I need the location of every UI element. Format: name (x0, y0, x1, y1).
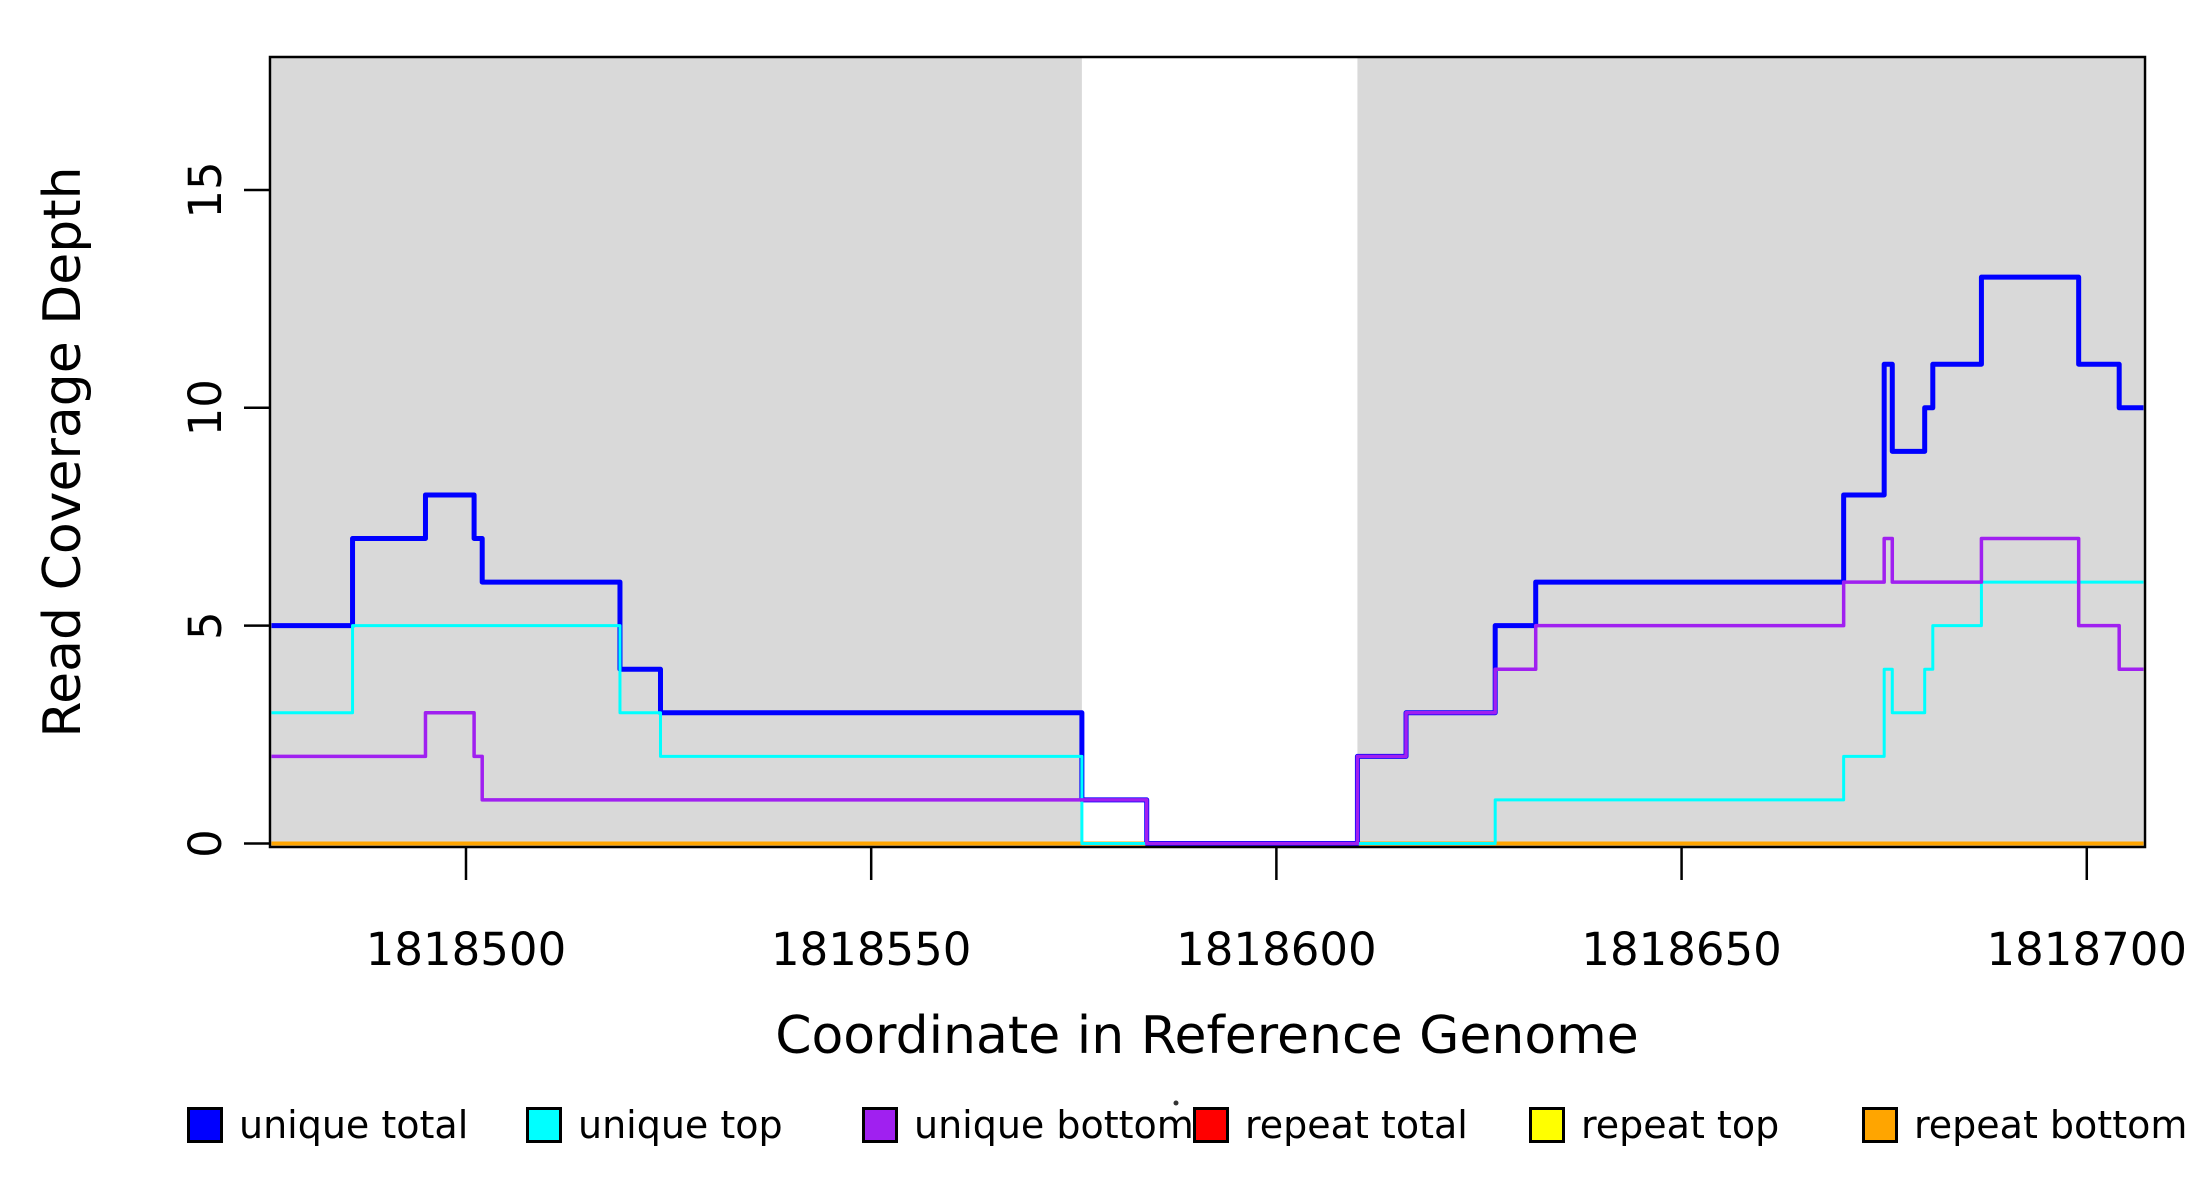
legend-label: repeat total (1245, 1103, 1468, 1147)
y-axis-title: Read Coverage Depth (33, 166, 93, 737)
legend-label: repeat top (1581, 1103, 1779, 1147)
shaded-band (1357, 58, 2144, 846)
legend: unique total unique top unique bottom re… (187, 1103, 2187, 1147)
legend-item-repeat-bottom: repeat bottom (1862, 1103, 2187, 1147)
series-lines (271, 274, 2144, 846)
x-axis-title: Coordinate in Reference Genome (775, 1006, 1639, 1066)
legend-label: repeat bottom (1914, 1103, 2187, 1147)
legend-swatch-repeat-bottom (1862, 1107, 1898, 1143)
y-axis: 0 5 10 15 (179, 161, 270, 858)
plot-border (268, 55, 2147, 849)
shaded-band (271, 58, 1082, 846)
legend-item-repeat-total: repeat total (1193, 1103, 1468, 1147)
legend-item-unique-top: unique top (526, 1103, 783, 1147)
x-tick-label: 1818650 (1581, 923, 1781, 976)
legend-label: unique bottom (914, 1103, 1194, 1147)
x-tick-label: 1818550 (771, 923, 971, 976)
legend-item-unique-bottom: unique bottom (862, 1103, 1194, 1147)
x-axis: 1818500 1818550 1818600 1818650 1818700 (366, 847, 2187, 976)
series-line-unique-bottom (271, 536, 2144, 846)
legend-label: unique total (239, 1103, 468, 1147)
legend-swatch-repeat-top (1529, 1107, 1565, 1143)
stray-dot-artifact (1173, 1100, 1179, 1106)
legend-swatch-repeat-total (1193, 1107, 1229, 1143)
legend-swatch-unique-total (187, 1107, 223, 1143)
legend-item-repeat-top: repeat top (1529, 1103, 1779, 1147)
y-tick-label: 10 (179, 379, 232, 436)
y-tick-label: 15 (179, 161, 232, 218)
y-tick-label: 5 (179, 611, 232, 640)
legend-item-unique-total: unique total (187, 1103, 468, 1147)
y-tick-label: 0 (179, 829, 232, 858)
series-line-unique-top (271, 580, 2144, 845)
legend-label: unique top (578, 1103, 783, 1147)
x-tick-label: 1818500 (366, 923, 566, 976)
x-tick-label: 1818700 (1987, 923, 2187, 976)
legend-swatch-unique-bottom (862, 1107, 898, 1143)
legend-swatch-unique-top (526, 1107, 562, 1143)
shaded-bands (271, 58, 2144, 846)
x-tick-label: 1818600 (1176, 923, 1376, 976)
